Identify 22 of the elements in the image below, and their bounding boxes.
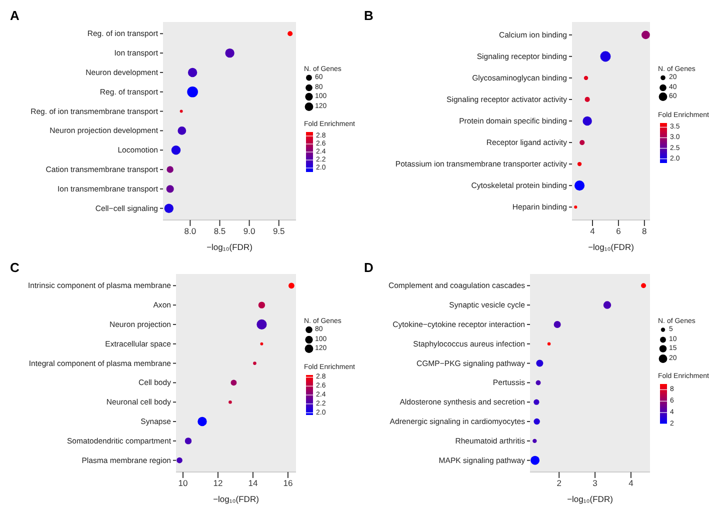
x-tick-label: 4 [590,226,596,236]
x-axis-title: −log₁₀(FDR) [567,494,614,504]
x-axis-title: −log₁₀(FDR) [213,494,260,504]
x-tick-label: 4 [628,478,634,488]
x-tick-label: 9.0 [243,226,256,236]
text: C [9,260,20,275]
x-tick-label: 9.5 [272,226,286,236]
text: D [363,260,374,275]
x-tick-label: 16 [283,478,293,488]
x-tick-label: 8.0 [184,226,196,236]
x-axis-title: −log₁₀(FDR) [206,242,253,252]
x-tick-label: 6 [616,226,622,236]
x-tick-label: 2 [556,478,562,488]
x-tick-label: 8.5 [214,226,226,236]
text: A [9,8,20,23]
x-tick-label: 10 [178,478,188,488]
x-tick-label: 8 [642,226,648,236]
x-tick-label: 14 [248,478,258,488]
x-axis-title: −log₁₀(FDR) [588,242,634,252]
text: B [363,8,374,23]
x-tick-label: 3 [592,478,598,488]
x-tick-label: 12 [213,478,223,488]
